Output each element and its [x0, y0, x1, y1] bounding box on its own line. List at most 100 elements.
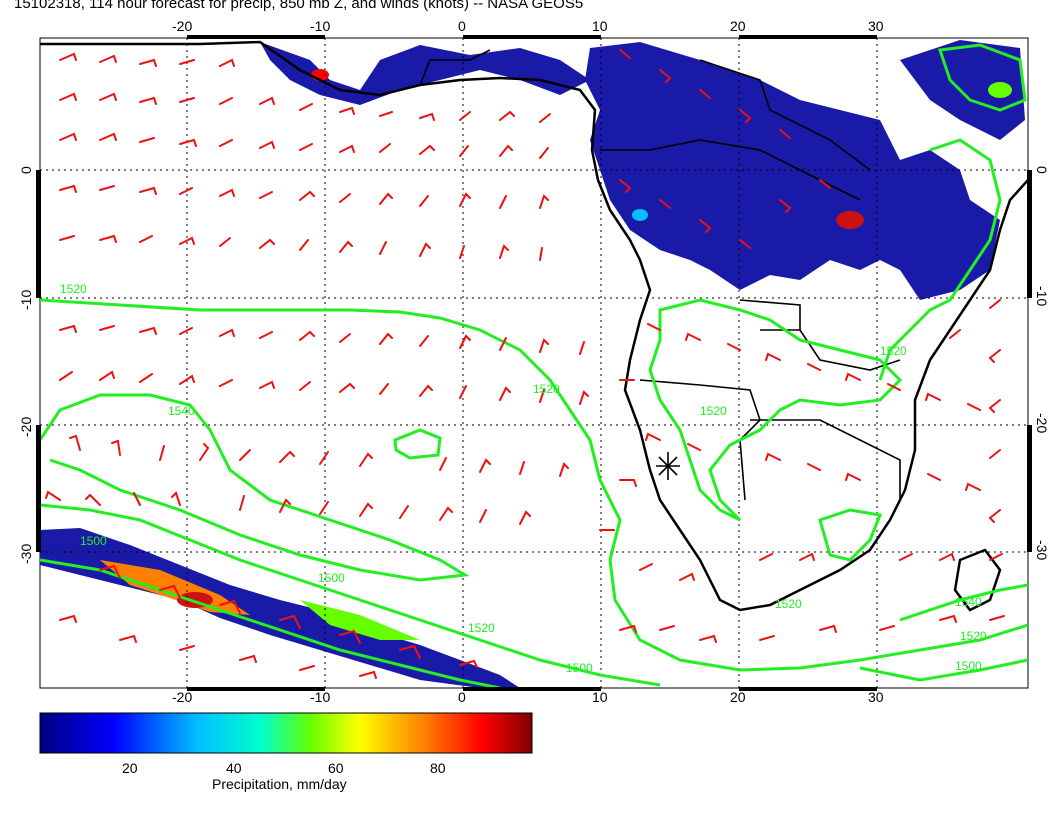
- border-1: [639, 379, 761, 501]
- wind-barb: [219, 97, 233, 105]
- contour-label: 1500: [318, 571, 345, 585]
- wind-barb: [99, 54, 117, 63]
- border-5: [600, 139, 861, 201]
- contour-label: 1500: [955, 659, 982, 673]
- wind-barb: [99, 234, 117, 243]
- lon-tick-label: -10: [310, 18, 330, 34]
- wind-barb: [179, 59, 195, 65]
- wind-barb: [727, 343, 741, 351]
- page-title: 15102318, 114 hour forecast for precip, …: [14, 0, 584, 12]
- wind-barb: [339, 193, 351, 203]
- wind-barb: [499, 244, 509, 259]
- wind-barb: [139, 373, 153, 383]
- wind-barb: [699, 219, 712, 233]
- wind-barb: [69, 434, 81, 451]
- precip-fields: [40, 40, 1025, 688]
- wind-barb: [579, 341, 585, 355]
- wind-barb: [239, 495, 245, 511]
- precip-core-congo-2: [632, 209, 648, 221]
- lat-tick-label: -10: [1034, 286, 1050, 306]
- wind-barb: [659, 625, 675, 631]
- wind-barb: [139, 96, 157, 105]
- precip-core-east: [988, 82, 1012, 98]
- wind-barb: [759, 635, 775, 641]
- wind-barb: [779, 129, 791, 139]
- wind-barb: [459, 192, 471, 207]
- wind-barb: [988, 509, 1001, 523]
- lon-tick-label: -10: [310, 689, 330, 705]
- wind-barb: [379, 332, 393, 345]
- wind-barb: [299, 239, 309, 251]
- colorbar-tick: 60: [328, 760, 344, 776]
- wind-barb: [439, 457, 447, 471]
- wind-barb: [459, 145, 469, 157]
- wind-barb: [619, 49, 631, 59]
- axis-labels: -20 -10 0 10 20 30 -20 -10 0 10 20 30 0 …: [18, 18, 1050, 705]
- wind-barb: [579, 390, 589, 405]
- wind-barb: [939, 614, 957, 623]
- wind-barb: [899, 553, 913, 561]
- wind-barb: [299, 330, 315, 341]
- wind-barb: [339, 144, 355, 153]
- contour-1520-north: [40, 298, 1028, 672]
- lat-lon-grid: [40, 38, 1028, 688]
- wind-barb: [819, 624, 837, 633]
- contour-labels: 1520 1540 1520 1500 1520 1500 1520 1540 …: [60, 282, 987, 675]
- wind-barb: [419, 384, 433, 397]
- coastlines: [40, 40, 1028, 612]
- madagascar: [953, 548, 1002, 612]
- wind-barb: [765, 352, 781, 361]
- wind-barb: [219, 379, 233, 387]
- wind-barb: [179, 374, 195, 385]
- wind-barb: [319, 451, 329, 465]
- contour-small-island: [393, 428, 442, 460]
- wind-barb: [179, 236, 195, 245]
- wind-barb: [519, 461, 525, 475]
- wind-barb: [619, 624, 637, 633]
- colorbar-tick: 80: [430, 760, 446, 776]
- wind-barb: [499, 386, 511, 401]
- wind-barb: [219, 139, 233, 147]
- height-contours: [40, 43, 1028, 688]
- wind-barb: [279, 498, 291, 513]
- wind-barb: [259, 140, 275, 149]
- contour-label: 1520: [880, 344, 907, 358]
- wind-barb: [499, 195, 507, 209]
- lon-tick-label: -20: [172, 18, 192, 34]
- contour-1520-east: [859, 658, 1028, 682]
- wind-barb: [59, 52, 77, 61]
- wind-barb: [807, 363, 821, 371]
- wind-barb: [85, 493, 101, 506]
- contour-label: 1540: [168, 404, 195, 418]
- wind-barb: [807, 463, 821, 471]
- contour-1540: [40, 393, 470, 582]
- wind-barb: [359, 502, 373, 517]
- wind-barb: [479, 458, 491, 473]
- wind-barb: [59, 235, 75, 241]
- wind-barb: [559, 462, 569, 477]
- wind-barb: [685, 332, 701, 341]
- precip-region-east-highlands: [900, 40, 1025, 140]
- wind-barb: [845, 472, 861, 481]
- wind-barb: [659, 199, 671, 209]
- border-4: [750, 419, 901, 500]
- wind-barb: [539, 147, 549, 159]
- wind-barbs: [45, 49, 1005, 679]
- borders: [419, 49, 901, 501]
- lon-tick-label: 30: [868, 18, 884, 34]
- contour-inland: [648, 298, 903, 522]
- border-7: [699, 59, 871, 171]
- wind-barb: [499, 337, 507, 351]
- wind-barb: [99, 92, 117, 101]
- wind-barb: [239, 654, 257, 663]
- contour-label: 1520: [533, 382, 560, 396]
- contour-south-africa: [818, 508, 883, 562]
- wind-barb: [819, 179, 831, 189]
- wind-barb: [139, 58, 157, 67]
- wind-barb: [299, 143, 313, 151]
- wind-barb: [989, 553, 1003, 561]
- wind-barb: [45, 490, 61, 501]
- contour-label: 1500: [80, 534, 107, 548]
- wind-barb: [179, 327, 193, 335]
- wind-barb: [399, 505, 409, 519]
